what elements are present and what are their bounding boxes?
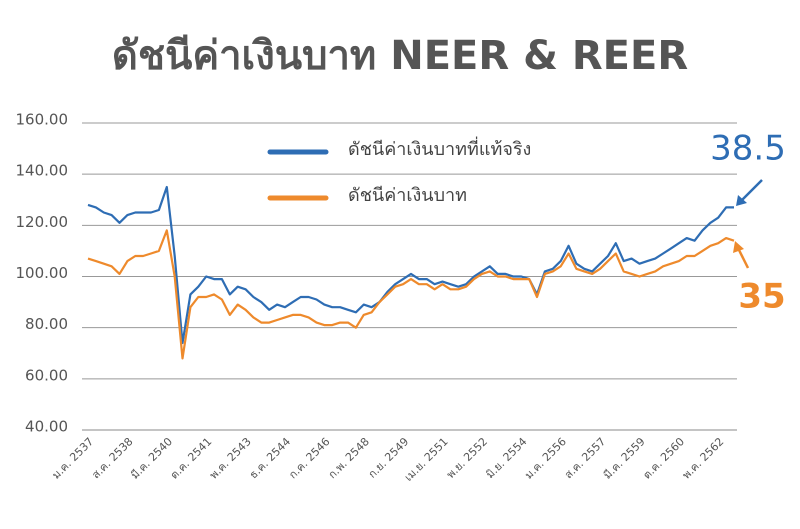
legend-label: ดัชนีค่าเงินบาทที่แท้จริง (348, 136, 531, 160)
annotation-arrows (733, 179, 763, 269)
y-tick-label: 140.00 (16, 162, 69, 180)
y-tick-label: 80.00 (25, 315, 68, 333)
y-tick-label: 60.00 (25, 366, 68, 384)
legend-label: ดัชนีค่าเงินบาท (348, 185, 467, 206)
series-line (87, 229, 735, 360)
chart-title: ดัชนีค่าเงินบาท NEER & REER (112, 33, 688, 79)
annotation: 38.5 (710, 129, 786, 169)
series-line (87, 185, 734, 345)
annotation: 35 (738, 277, 785, 317)
y-tick-label: 40.00 (25, 418, 68, 436)
y-tick-label: 120.00 (16, 213, 69, 231)
y-tick-label: 160.00 (16, 111, 69, 129)
y-tick-label: 100.00 (16, 264, 69, 282)
